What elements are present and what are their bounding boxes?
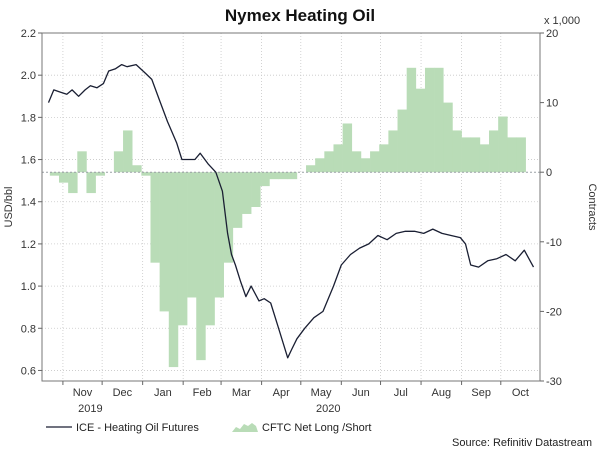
right-tick-label: 0 [546, 167, 552, 179]
cftc-bar [187, 172, 197, 298]
cftc-bar [370, 151, 380, 173]
cftc-bar [123, 130, 133, 173]
x-month-label: Jul [394, 387, 408, 399]
right-axis-ticks: 20 10 0 -10 -20 -30 [540, 28, 562, 388]
plot-area [41, 32, 541, 382]
cftc-bar [388, 130, 398, 173]
cftc-bar [58, 172, 69, 183]
x-month-label: Feb [193, 387, 212, 399]
left-tick-label: 2.2 [21, 28, 36, 40]
left-tick-label: 0.6 [21, 365, 36, 377]
cftc-bar [489, 130, 499, 173]
cftc-bar [49, 172, 60, 176]
cftc-bar [324, 151, 334, 173]
cftc-bar [269, 172, 279, 180]
left-axis-label: USD/bbl [3, 187, 15, 228]
cftc-bar [214, 172, 224, 298]
cftc-bar [498, 116, 508, 173]
cftc-bar [434, 67, 444, 173]
chart-title: Nymex Heating Oil [225, 6, 375, 25]
cftc-bar [461, 137, 472, 173]
cftc-bar [379, 144, 389, 173]
cftc-bar [333, 144, 343, 173]
x-month-label: May [311, 387, 332, 399]
cftc-bar [251, 172, 261, 207]
cftc-bar [86, 172, 96, 194]
legend-price-label: ICE - Heating Oil Futures [76, 422, 199, 434]
cftc-bar [470, 137, 481, 173]
right-tick-label: -20 [546, 306, 562, 318]
cftc-bar [260, 172, 270, 187]
left-tick-label: 0.8 [21, 323, 36, 335]
cftc-bar [452, 130, 462, 173]
cftc-bar [443, 102, 453, 173]
right-tick-label: 10 [546, 98, 558, 110]
cftc-bar [306, 165, 316, 173]
legend-cftc-swatch [232, 423, 258, 432]
cftc-bar [132, 165, 142, 173]
heating-oil-price-line [47, 63, 535, 359]
cftc-bar [95, 172, 106, 176]
cftc-bar [278, 172, 289, 180]
cftc-bar [287, 172, 298, 180]
cftc-area-series [49, 67, 526, 368]
x-month-label: Jun [352, 387, 370, 399]
cftc-bar [415, 88, 426, 173]
cftc-bar [351, 151, 362, 173]
left-tick-label: 1.4 [21, 197, 36, 209]
x-month-label: Dec [113, 387, 133, 399]
cftc-bar [113, 151, 124, 173]
right-tick-label: -10 [546, 237, 562, 249]
legend: ICE - Heating Oil Futures CFTC Net Long … [46, 422, 371, 434]
cftc-bar [141, 172, 151, 176]
cftc-bar [397, 109, 407, 173]
cftc-bar [406, 67, 417, 173]
cftc-bar [159, 172, 170, 312]
x-year-label: 2020 [316, 403, 340, 415]
cftc-bar [516, 137, 526, 173]
right-tick-label: 20 [546, 28, 558, 40]
x-month-label: Sep [471, 387, 491, 399]
cftc-bar [507, 137, 517, 173]
x-month-label: Nov [73, 387, 93, 399]
cftc-bar [424, 67, 435, 173]
left-tick-label: 2.0 [21, 70, 36, 82]
right-axis-multiplier: x 1,000 [544, 15, 580, 27]
x-month-label: Apr [273, 387, 290, 399]
cftc-bar [223, 172, 234, 263]
x-axis-ticks: Nov Dec Jan Feb Mar Apr May Jun Jul Aug Sep Oct 2019… [62, 381, 529, 415]
cftc-bar [232, 172, 243, 228]
source-note: Source: Refinitiv Datastream [452, 437, 592, 449]
cftc-bar [315, 158, 325, 173]
cftc-bar [150, 172, 160, 263]
left-tick-label: 1.2 [21, 239, 36, 251]
cftc-bar [342, 123, 353, 173]
legend-cftc-label: CFTC Net Long /Short [262, 422, 371, 434]
cftc-bar [168, 172, 179, 368]
right-axis-label: Contracts [586, 183, 598, 231]
x-month-label: Mar [232, 387, 251, 399]
cftc-bar [196, 172, 206, 361]
cftc-bar [479, 144, 490, 173]
cftc-bar [177, 172, 188, 326]
left-axis-ticks: 2.2 2.0 1.8 1.6 1.4 1.2 1.0 0.8 0.6 [21, 28, 42, 377]
right-tick-label: -30 [546, 376, 562, 388]
left-tick-label: 1.6 [21, 155, 36, 167]
plot-frame [41, 32, 541, 382]
x-month-label: Aug [432, 387, 452, 399]
left-tick-label: 1.8 [21, 112, 36, 124]
left-tick-label: 1.0 [21, 281, 36, 293]
x-month-label: Jan [154, 387, 172, 399]
cftc-bar [241, 172, 252, 214]
cftc-bar [77, 151, 87, 173]
cftc-bar [68, 172, 78, 194]
cftc-bar [205, 172, 215, 326]
x-month-label: Oct [512, 387, 529, 399]
cftc-bar [360, 158, 371, 173]
x-year-label: 2019 [78, 403, 102, 415]
